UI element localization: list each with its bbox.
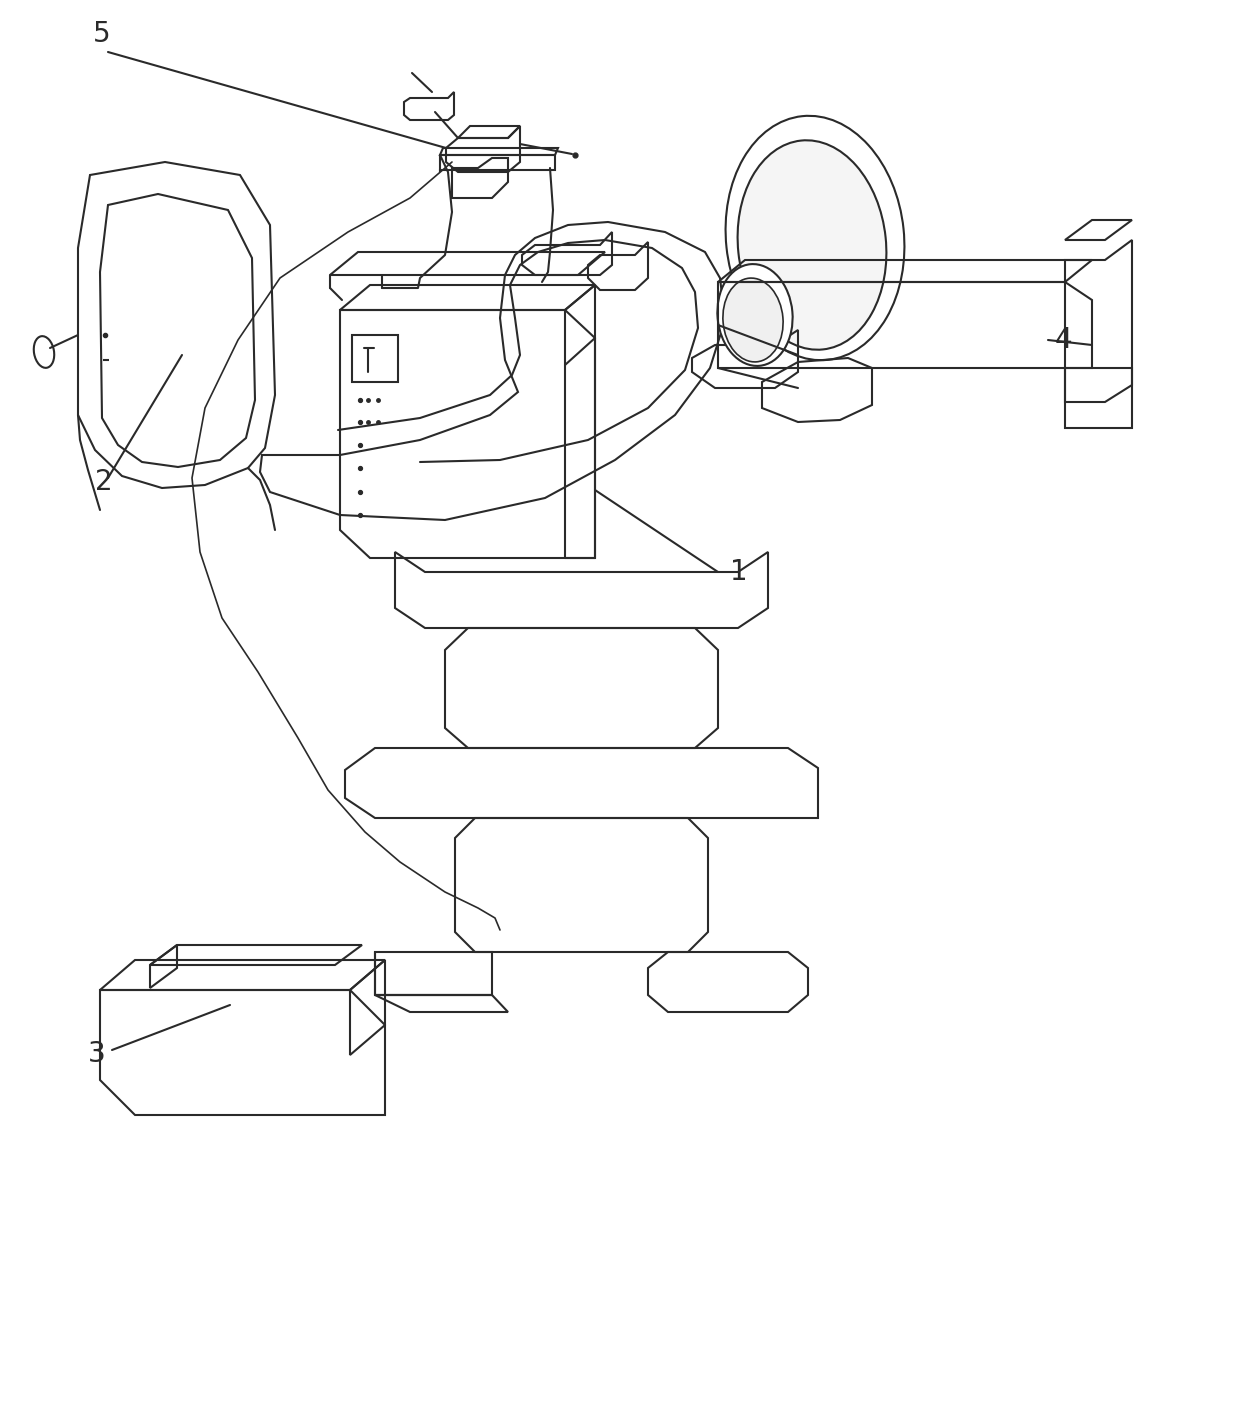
Ellipse shape — [723, 278, 784, 361]
Text: 3: 3 — [88, 1040, 105, 1068]
Ellipse shape — [33, 336, 55, 368]
Text: 2: 2 — [95, 468, 113, 496]
Ellipse shape — [718, 264, 792, 366]
Ellipse shape — [725, 116, 904, 360]
Text: 1: 1 — [730, 558, 748, 585]
Ellipse shape — [738, 140, 887, 350]
Text: 5: 5 — [93, 20, 110, 49]
Text: 4: 4 — [1055, 326, 1073, 354]
